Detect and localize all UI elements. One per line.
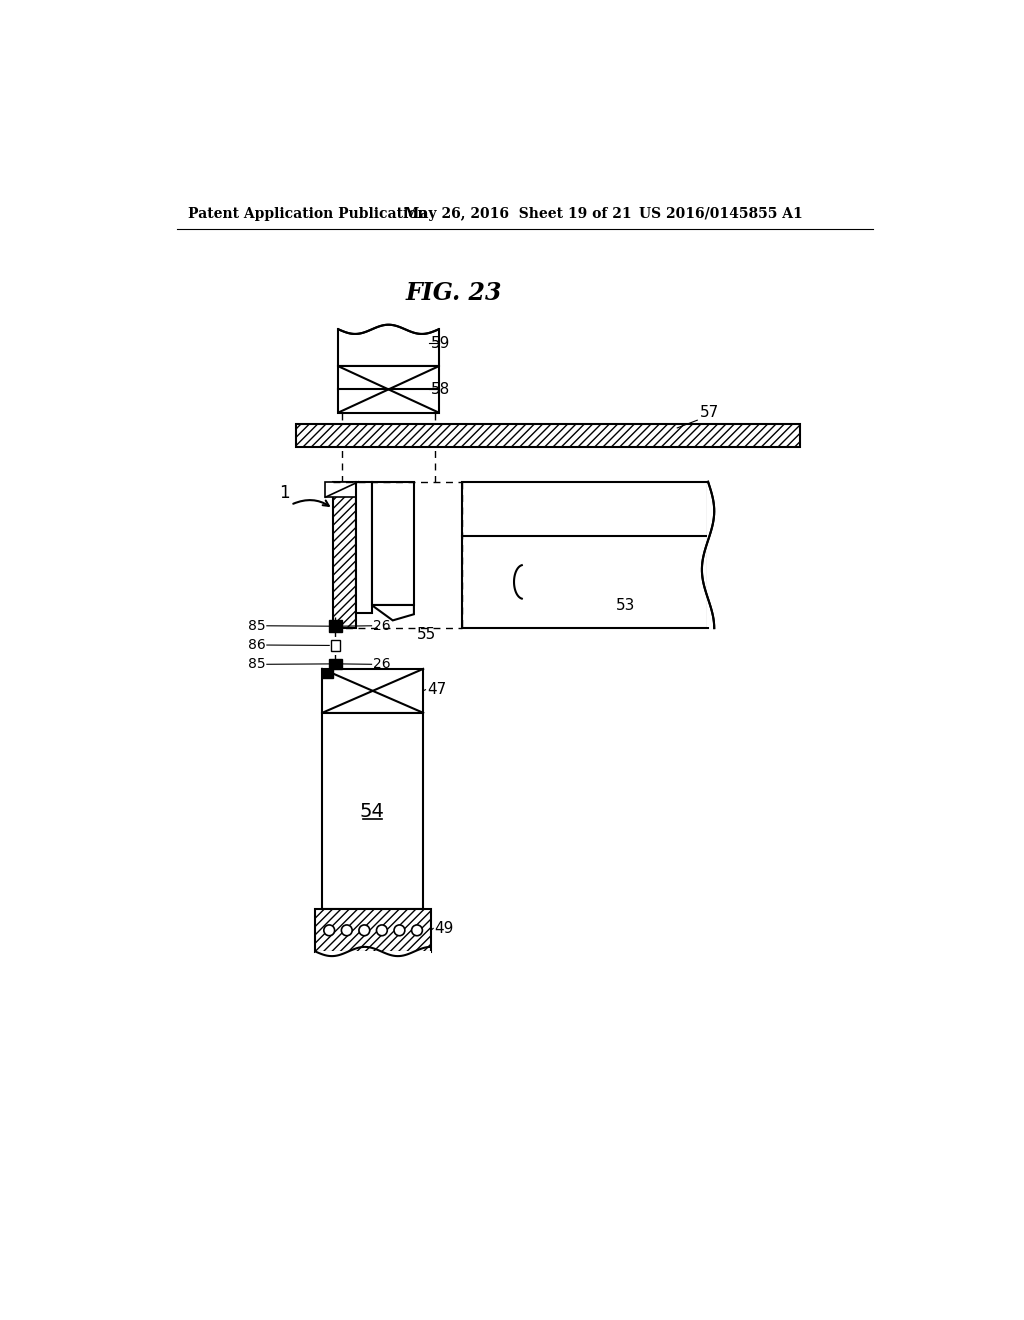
Bar: [323, 713, 423, 909]
Bar: [708, 483, 717, 627]
Text: 86: 86: [248, 638, 265, 652]
Text: US 2016/0145855 A1: US 2016/0145855 A1: [639, 207, 803, 220]
Text: 54: 54: [359, 801, 385, 821]
Text: 85: 85: [248, 619, 265, 632]
Polygon shape: [372, 605, 414, 620]
Bar: [315, 909, 431, 952]
Bar: [323, 669, 333, 678]
Text: 26: 26: [373, 657, 391, 672]
Bar: [323, 669, 423, 713]
Text: 58: 58: [431, 381, 451, 397]
Circle shape: [412, 925, 422, 936]
Text: May 26, 2016  Sheet 19 of 21: May 26, 2016 Sheet 19 of 21: [403, 207, 632, 220]
Text: 53: 53: [615, 598, 635, 612]
Bar: [330, 659, 342, 669]
Circle shape: [324, 925, 335, 936]
Circle shape: [359, 925, 370, 936]
Text: 57: 57: [700, 405, 720, 420]
Bar: [296, 424, 801, 447]
Bar: [339, 367, 438, 413]
Text: 49: 49: [435, 921, 454, 936]
Circle shape: [377, 925, 387, 936]
Text: 55: 55: [417, 627, 436, 642]
Text: 85: 85: [248, 657, 265, 672]
Bar: [333, 482, 356, 628]
Circle shape: [394, 925, 404, 936]
Text: 26: 26: [373, 619, 391, 632]
Text: 1: 1: [280, 484, 290, 503]
Text: 59: 59: [431, 335, 451, 351]
Bar: [315, 950, 431, 964]
Circle shape: [341, 925, 352, 936]
Bar: [330, 620, 342, 632]
Text: 47: 47: [427, 682, 446, 697]
Bar: [462, 482, 708, 628]
Bar: [339, 321, 438, 331]
Bar: [331, 640, 340, 651]
Text: Patent Application Publication: Patent Application Publication: [188, 207, 428, 220]
Bar: [326, 482, 358, 498]
Text: FIG. 23: FIG. 23: [406, 281, 502, 305]
Bar: [356, 482, 372, 612]
Bar: [339, 330, 438, 367]
Bar: [372, 482, 414, 605]
